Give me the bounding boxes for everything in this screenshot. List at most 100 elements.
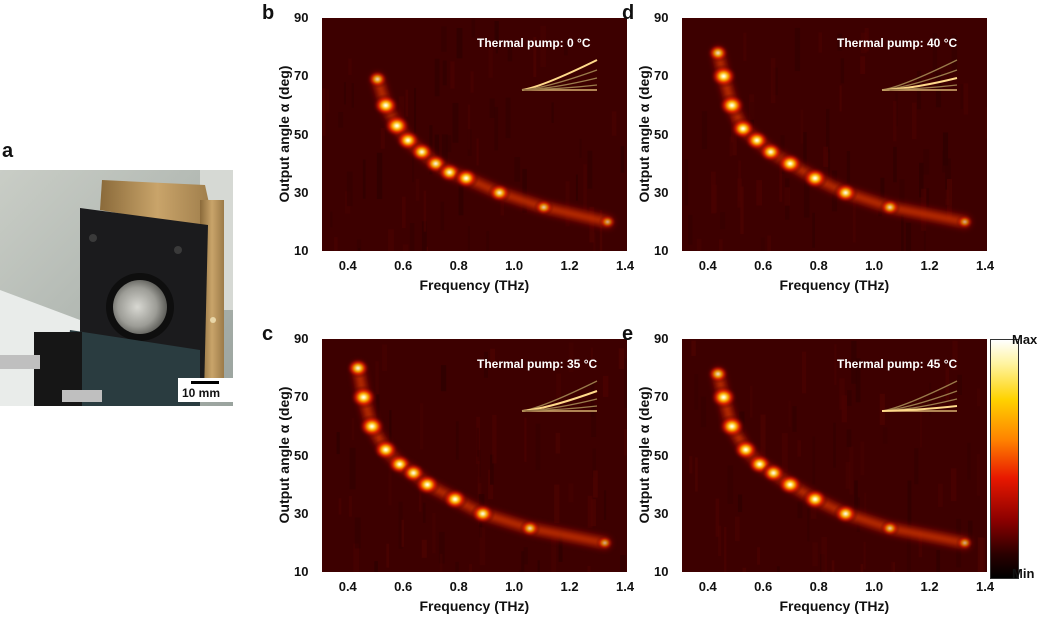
hot-spot [832, 503, 859, 525]
x-tick-label: 0.6 [754, 258, 773, 273]
x-axis-label: Frequency (THz) [779, 277, 890, 293]
hot-spot [955, 535, 974, 551]
y-axis-label: Output angle α (deg) [276, 65, 292, 202]
y-tick-label: 90 [654, 331, 669, 346]
apparatus-photo [0, 170, 233, 406]
y-tick-label: 90 [294, 10, 309, 25]
hot-spot [366, 69, 389, 89]
x-tick-label: 0.6 [394, 579, 413, 594]
panel-letter-a: a [2, 140, 14, 162]
hot-spot [598, 214, 617, 230]
y-tick-label: 30 [294, 184, 309, 200]
thermal-pump-label: Thermal pump: 0 °C [477, 36, 591, 50]
hot-spot [372, 93, 400, 117]
y-tick-label: 30 [654, 505, 669, 521]
x-tick-label: 1.4 [976, 579, 995, 594]
hot-spot [706, 364, 730, 384]
heatmap-plot-e [682, 339, 987, 572]
hot-spot [879, 198, 901, 217]
panel-letter-d: d [622, 2, 635, 24]
hot-spot [879, 519, 901, 537]
thermal-pump-label: Thermal pump: 40 °C [837, 36, 958, 50]
y-tick-label: 70 [294, 68, 309, 84]
x-tick-label: 0.4 [698, 258, 717, 273]
colorbar-max-label: Max [1012, 332, 1038, 347]
x-tick-label: 0.8 [809, 579, 828, 594]
x-tick-label: 0.6 [394, 258, 413, 273]
heatmap-plot-c [322, 339, 627, 572]
heatmap-svg-c [322, 339, 627, 572]
y-tick-label: 50 [294, 447, 309, 463]
x-tick-label: 0.8 [449, 258, 468, 273]
scale-bar-label: 10 mm [182, 386, 221, 400]
y-axis-label: Output angle α (deg) [636, 386, 652, 523]
x-tick-label: 0.4 [338, 579, 357, 594]
hot-spot [533, 198, 554, 216]
y-tick-label: 30 [294, 505, 309, 521]
hot-spot [349, 385, 378, 410]
hot-spot [832, 182, 859, 204]
x-tick-label: 0.8 [449, 579, 468, 594]
hot-spot [955, 214, 974, 230]
x-tick-label: 1.0 [865, 579, 884, 594]
x-tick-label: 1.4 [976, 258, 995, 273]
y-tick-label: 10 [654, 243, 669, 258]
y-tick-label: 50 [654, 126, 669, 142]
x-tick-label: 1.4 [616, 579, 635, 594]
x-tick-label: 1.2 [920, 579, 939, 594]
y-tick-label: 90 [294, 331, 309, 346]
y-tick-label: 10 [294, 243, 309, 258]
x-tick-label: 1.0 [505, 579, 524, 594]
hot-spot [776, 152, 804, 175]
y-axis-label: Output angle α (deg) [636, 65, 652, 202]
hot-spot [441, 487, 469, 511]
x-axis-label: Frequency (THz) [419, 277, 530, 293]
dispersion-inset [881, 380, 958, 412]
thermal-pump-label: Thermal pump: 45 °C [837, 357, 958, 371]
y-axis-label: Output angle α (deg) [276, 386, 292, 523]
hot-spot [357, 414, 386, 439]
x-tick-label: 0.6 [754, 579, 773, 594]
hot-spot [519, 519, 541, 538]
hot-spot [801, 166, 829, 190]
y-tick-label: 10 [294, 564, 309, 579]
hot-spot [487, 182, 512, 203]
scale-bar [191, 381, 219, 384]
hot-spot [595, 535, 614, 551]
thermal-pump-label: Thermal pump: 35 °C [477, 357, 598, 371]
dispersion-inset [521, 380, 598, 412]
panel-letter-e: e [622, 323, 634, 345]
hot-spot [709, 385, 738, 410]
y-tick-label: 10 [654, 564, 669, 579]
x-tick-label: 1.0 [505, 258, 524, 273]
colorbar [990, 339, 1019, 579]
dispersion-inset [521, 59, 598, 91]
y-tick-label: 50 [654, 447, 669, 463]
y-tick-label: 90 [654, 10, 669, 25]
x-tick-label: 0.4 [698, 579, 717, 594]
hot-spot [758, 141, 784, 163]
panel-letter-c: c [262, 323, 274, 345]
x-axis-label: Frequency (THz) [779, 598, 890, 614]
colorbar-min-label: Min [1012, 566, 1035, 581]
heatmap-svg-b [322, 18, 627, 251]
panel-letter-b: b [262, 2, 275, 24]
heatmap-plot-b [322, 18, 627, 251]
hot-spot [470, 503, 496, 525]
hot-spot [801, 487, 829, 511]
dispersion-inset [881, 59, 958, 91]
hot-spot [717, 414, 746, 439]
heatmap-svg-e [682, 339, 987, 572]
heatmap-svg-d [682, 18, 987, 251]
hot-spot [709, 64, 738, 89]
x-tick-label: 1.4 [616, 258, 635, 273]
y-tick-label: 30 [654, 184, 669, 200]
x-tick-label: 0.4 [338, 258, 357, 273]
y-tick-label: 70 [654, 389, 669, 405]
hot-spot [414, 473, 441, 496]
x-tick-label: 1.2 [920, 258, 939, 273]
hot-spot [776, 473, 804, 496]
hot-spot [453, 167, 480, 190]
x-tick-label: 1.0 [865, 258, 884, 273]
y-tick-label: 50 [294, 126, 309, 142]
